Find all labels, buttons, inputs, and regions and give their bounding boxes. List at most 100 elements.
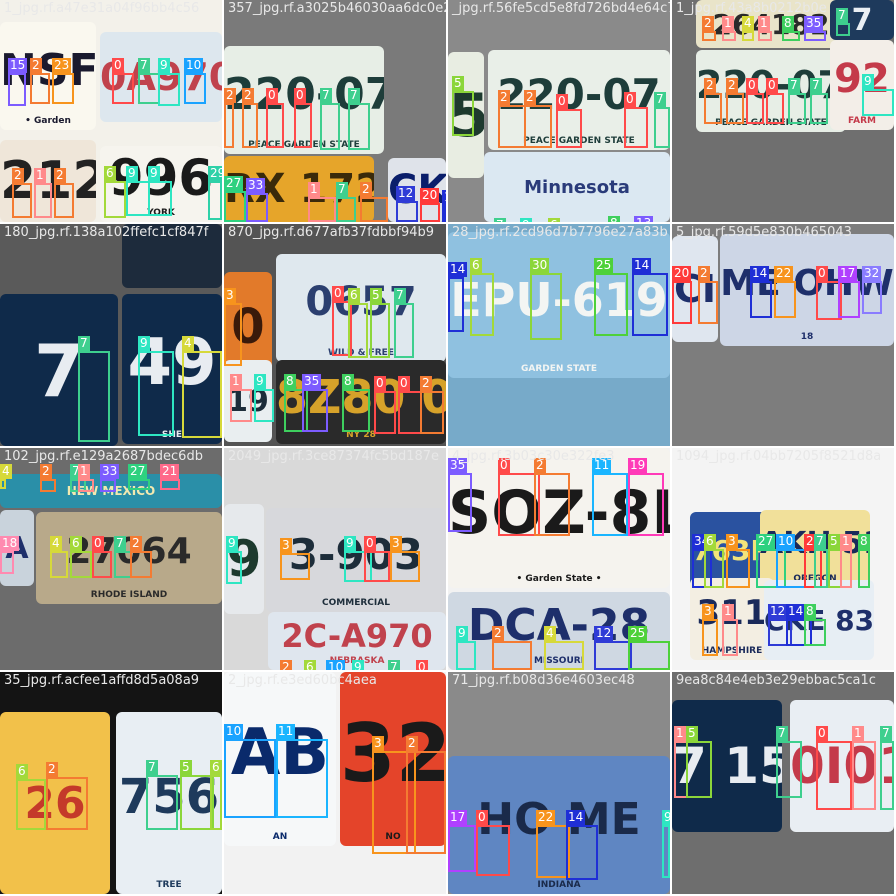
license-plate: 32 NO xyxy=(340,672,446,846)
license-plate: 7 xyxy=(0,294,118,446)
bounding-box: 17 xyxy=(838,266,860,318)
image-tile: AB AN 32 NO 10 11 3 2 2_jpg.rf.e3ed60bc4aea xyxy=(224,672,446,894)
bounding-box: 0 xyxy=(266,88,284,148)
box-label: 2 xyxy=(702,16,714,31)
bounding-box: 22 xyxy=(536,810,570,878)
box-label: 33 xyxy=(100,464,120,479)
plate-subtext: FARM xyxy=(848,116,876,126)
image-tile: 26 756 TREE 6 2 7 5 6 35_jpg.rf.acfee1affd8d5a08… xyxy=(0,672,222,894)
box-label: 7 xyxy=(114,536,126,551)
bounding-box: 18 xyxy=(0,536,20,574)
tile-filename: 1094_jpg.rf.04bb7205f8521d8a xyxy=(676,449,882,464)
bounding-box: 25 xyxy=(594,258,628,336)
box-label: 20 xyxy=(420,188,440,203)
bounding-box: 8 xyxy=(342,374,370,432)
box-label: 7 xyxy=(336,182,348,197)
bounding-box: 7 xyxy=(320,88,340,150)
bounding-box: 2 xyxy=(534,458,570,536)
bounding-box: 6 xyxy=(16,764,46,830)
bounding-box: 8 xyxy=(858,534,870,588)
plate-text: EPU-619 xyxy=(450,272,668,327)
bounding-box: 3 xyxy=(702,604,718,656)
bounding-box: 14 xyxy=(566,810,598,880)
bounding-box: 9 xyxy=(862,74,894,116)
bounding-box: 0 xyxy=(332,286,352,356)
box-label: 2 xyxy=(498,90,510,105)
bounding-box: 12 xyxy=(396,186,418,222)
tile-filename: 2049_jpg.rf.3ce87374fc5bd187e xyxy=(228,449,440,464)
box-label: 2 xyxy=(46,762,58,777)
box-label: 3 xyxy=(372,736,384,751)
plate-subtext: PEACE GARDEN STATE xyxy=(523,136,635,146)
box-label: 5 xyxy=(370,288,382,303)
license-plate: 9 xyxy=(224,504,264,614)
bounding-box: 9 xyxy=(456,626,476,670)
plate-text: Minnesota xyxy=(524,176,630,198)
box-label: 9 xyxy=(662,810,670,825)
bounding-box: 14 xyxy=(448,262,468,332)
bounding-box: 25 xyxy=(628,626,670,670)
license-plate: RX 172 xyxy=(224,156,374,222)
box-label: 9 xyxy=(344,536,356,551)
bounding-box: 9 xyxy=(254,374,274,422)
box-label: 7 xyxy=(348,88,360,103)
box-label: 12 xyxy=(594,626,614,641)
license-plate: 26 xyxy=(0,712,110,894)
box-label: 9 xyxy=(126,166,138,181)
image-tile: 7 49 SHE 7 9 4 180_jpg.rf.138a102ffefc1cf847f xyxy=(0,224,222,446)
bounding-box: 2 xyxy=(224,88,236,148)
box-label: 2 xyxy=(224,88,236,103)
bounding-box: 32 xyxy=(862,266,882,314)
box-label: 1 xyxy=(722,16,734,31)
bounding-box: 0 xyxy=(498,458,540,536)
box-label: 2 xyxy=(40,464,52,479)
bounding-box: 11 xyxy=(276,724,328,818)
box-label: 32 xyxy=(862,266,882,281)
bounding-box: 4 xyxy=(544,626,584,670)
tile-filename: 71_jpg.rf.b08d36e4603ec48 xyxy=(452,673,635,688)
tile-filename: 28_jpg.rf.2cd96d7b7796e27a83b xyxy=(452,225,668,240)
box-label: 2 xyxy=(420,376,432,391)
bounding-box: 10 xyxy=(776,534,806,588)
bounding-box: 6 xyxy=(348,288,368,358)
bounding-box: 1 xyxy=(308,182,336,222)
image-tile: 93-903COMMERCIAL2C-A970NEBRASKA939032610… xyxy=(224,448,446,670)
bounding-box: 2 xyxy=(46,762,88,830)
box-label: 0 xyxy=(746,78,758,93)
bounding-box: 27 xyxy=(224,176,246,222)
box-label: 11 xyxy=(592,458,612,473)
tile-filename: _jpg.rf.56fe5cd5e8fd726bd4e64c7 xyxy=(452,1,670,16)
box-label: 14 xyxy=(786,604,806,619)
tile-filename: 180_jpg.rf.138a102ffefc1cf847f xyxy=(4,225,209,240)
box-label: 6 xyxy=(548,218,560,222)
bounding-box: 2 xyxy=(498,90,526,148)
bounding-box: 2 xyxy=(40,464,56,492)
bounding-box: 0 xyxy=(816,266,842,320)
box-label: 19 xyxy=(628,458,648,473)
image-tile: HO ME INDIANA 17 0 22 14 9 71_jpg.rf.b08d36e460… xyxy=(448,672,670,894)
tile-filename: 9ea8c84e4eb3e29ebbac5ca1c xyxy=(676,673,876,688)
bounding-box: 2 xyxy=(242,88,258,148)
tile-filename: 1_jpg.rf.a47e31a04f96bb4c56 xyxy=(4,1,200,16)
bounding-box: 1 xyxy=(78,464,94,492)
bounding-box: 9 xyxy=(138,336,174,436)
bounding-box: 5 xyxy=(370,288,390,358)
bounding-box: 5 xyxy=(452,76,474,136)
bounding-box: 35 xyxy=(804,16,826,41)
bounding-box: 0 xyxy=(92,536,112,578)
box-label: 13 xyxy=(634,216,654,222)
image-tile: 7 150I011570179ea8c84e4eb3e29ebbac5ca1c xyxy=(672,672,894,894)
bounding-box: 12 xyxy=(594,626,632,670)
bounding-box: 15 xyxy=(8,58,28,106)
box-label: 6 xyxy=(470,258,482,273)
bounding-box: 0 xyxy=(746,78,764,124)
box-label: 5 xyxy=(452,76,464,91)
box-label: 35 xyxy=(448,458,468,473)
box-label: 1 xyxy=(758,16,770,31)
box-label: 4 xyxy=(50,536,62,551)
box-label: 3 xyxy=(280,538,292,553)
box-label: 21 xyxy=(160,464,180,479)
license-plate: 5 xyxy=(448,52,484,178)
